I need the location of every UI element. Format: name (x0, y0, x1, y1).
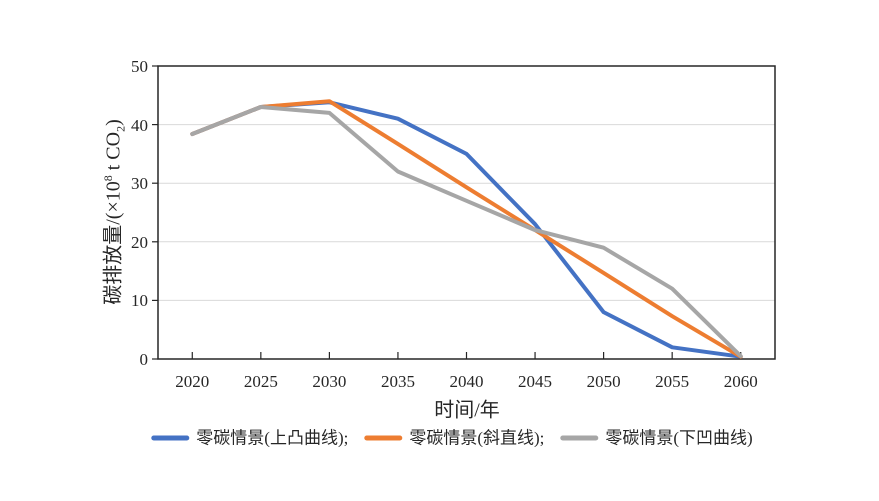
series-line-straight (190, 99, 743, 359)
y-axis-title-superscript: 8 (100, 175, 115, 182)
y-axis-tick-label: 0 (139, 350, 149, 369)
x-axis-tick-label: 2020 (175, 372, 210, 391)
x-axis-tick-label: 2055 (655, 372, 690, 391)
y-axis-title-subscript: 2 (113, 125, 128, 132)
y-axis-tick-label: 10 (131, 291, 148, 311)
y-axis-title-suffix: ) (102, 119, 125, 126)
legend-swatch-straight (364, 435, 403, 441)
x-axis-tick-label: 2025 (243, 372, 278, 391)
y-axis-title: 碳排放量/(×108 t CO2) (97, 119, 128, 305)
chart-legend: 零碳情景(上凸曲线); 零碳情景(斜直线); 零碳情景(下凹曲线) (151, 428, 753, 448)
y-axis-title-mid: t CO (102, 131, 125, 176)
legend-item-concave: 零碳情景(下凹曲线) (560, 428, 753, 448)
y-axis-tick-label: 40 (131, 115, 148, 135)
legend-label: 零碳情景(斜直线); (409, 428, 545, 448)
x-axis-tick-label: 2035 (380, 372, 415, 391)
series-line-concave (190, 105, 743, 359)
legend-label: 零碳情景(上凸曲线); (196, 428, 349, 448)
y-axis-tick-label: 30 (131, 174, 148, 194)
x-axis-tick-label: 2060 (723, 372, 758, 391)
x-axis-tick-label: 2040 (449, 372, 484, 391)
legend-swatch-concave (560, 435, 599, 441)
series-line-convex (190, 100, 743, 359)
x-axis-tick-label: 2050 (586, 372, 621, 391)
y-axis-tick-label: 50 (131, 57, 148, 76)
legend-item-straight: 零碳情景(斜直线); (364, 430, 544, 447)
y-axis-tick-label: 20 (131, 232, 148, 252)
legend-swatch-convex (151, 435, 190, 441)
x-axis-title: 时间/年 (434, 399, 500, 422)
y-axis-title-prefix: 碳排放量/(×10 (102, 181, 125, 305)
legend-item-convex: 零碳情景(上凸曲线); (151, 430, 348, 447)
x-axis-tick-label: 2045 (518, 372, 553, 391)
x-axis-tick-label: 2030 (312, 372, 347, 391)
legend-label: 零碳情景(下凹曲线) (605, 428, 753, 448)
plot-border (157, 65, 776, 360)
